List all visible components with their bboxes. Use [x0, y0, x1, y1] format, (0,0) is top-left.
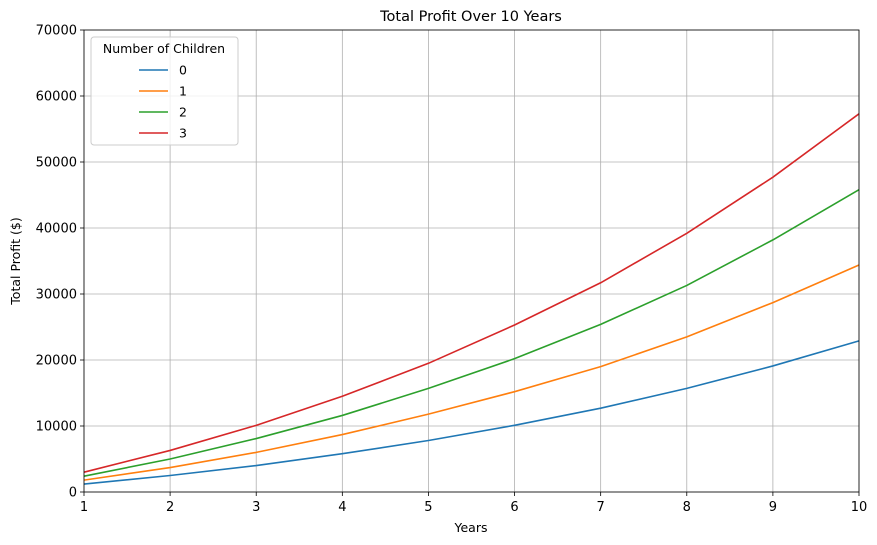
y-tick-label: 10000 — [36, 420, 77, 435]
x-tick-label: 7 — [597, 500, 605, 515]
y-tick-label: 50000 — [36, 156, 77, 171]
legend-label-0: 0 — [179, 63, 187, 78]
x-tick-label: 6 — [510, 500, 518, 515]
y-axis-label: Total Profit ($) — [8, 217, 23, 305]
series-line-2 — [83, 189, 860, 477]
y-tick-label: 20000 — [36, 354, 77, 369]
y-tick-label: 60000 — [36, 90, 77, 105]
legend-title: Number of Children — [103, 41, 225, 56]
legend-label-3: 3 — [179, 126, 187, 141]
y-tick-label: 0 — [69, 486, 77, 501]
chart-title: Total Profit Over 10 Years — [379, 9, 562, 25]
x-tick-label: 5 — [424, 500, 432, 515]
x-tick-label: 4 — [338, 500, 346, 515]
series-line-3 — [83, 113, 860, 473]
y-tick-label: 40000 — [36, 222, 77, 237]
series-layer — [83, 113, 860, 485]
series-line-0 — [83, 340, 860, 485]
x-axis-label: Years — [454, 520, 488, 535]
legend: Number of Children 0 1 2 3 — [90, 36, 239, 146]
legend-label-2: 2 — [179, 105, 187, 120]
series-line-1 — [83, 264, 860, 481]
y-tick-label: 70000 — [36, 24, 77, 39]
legend-label-1: 1 — [179, 84, 187, 99]
x-tick-label: 3 — [252, 500, 260, 515]
plot-area-frame — [83, 29, 860, 493]
x-tick-label: 9 — [769, 500, 777, 515]
x-tick-label: 1 — [80, 500, 88, 515]
x-tick-label: 2 — [166, 500, 174, 515]
legend-items: 0 1 2 3 — [139, 63, 187, 141]
x-tick-label: 8 — [683, 500, 691, 515]
x-axis: 1 2 3 4 5 6 7 8 9 10 — [80, 492, 867, 515]
y-axis: 0 10000 20000 30000 40000 50000 60000 70000 — [36, 24, 84, 501]
x-tick-label: 10 — [851, 500, 868, 515]
y-tick-label: 30000 — [36, 288, 77, 303]
